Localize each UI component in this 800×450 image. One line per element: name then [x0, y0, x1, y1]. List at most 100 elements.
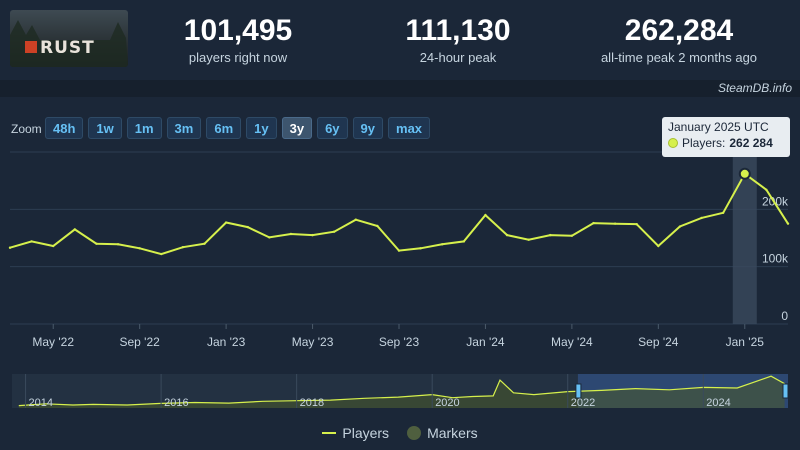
chart-tooltip: January 2025 UTC Players: 262 284 [662, 117, 790, 157]
x-tick-label: May '24 [551, 335, 593, 349]
stat-label: all-time peak 2 months ago [600, 50, 758, 65]
navigator-area [18, 376, 785, 408]
data-point [95, 242, 98, 245]
data-point [268, 236, 271, 239]
peak-point-marker[interactable] [738, 167, 751, 180]
stat-label: players right now [188, 50, 288, 65]
x-tick-label: Sep '24 [638, 335, 679, 349]
stat-value: 262,284 [624, 14, 734, 47]
zoom-button-6y[interactable]: 6y [317, 117, 348, 139]
data-point [549, 233, 552, 237]
tooltip-series-label: Players: [682, 136, 726, 150]
data-point [678, 225, 682, 228]
legend-markers[interactable]: Markers [407, 425, 478, 441]
navigator-tick-label: 2014 [29, 397, 53, 409]
data-point [635, 223, 638, 226]
data-point [8, 246, 12, 249]
data-point [138, 247, 141, 250]
y-tick-label: 0 [781, 309, 788, 323]
data-point [73, 228, 77, 231]
data-point [592, 221, 595, 225]
x-tick-label: Jan '24 [466, 335, 505, 349]
stat-value: 101,495 [183, 14, 293, 47]
main-chart[interactable]: 0 100k 200k May '22 Sep '22 Jan '23 May '23 Sep… [0, 97, 800, 442]
tooltip-value: 262 284 [729, 136, 773, 150]
data-point [246, 225, 249, 229]
zoom-button-3y[interactable]: 3y [281, 117, 313, 139]
hover-band [732, 140, 757, 324]
navigator-handle[interactable] [575, 383, 582, 399]
data-point [765, 188, 768, 192]
x-tick-label: May '22 [32, 335, 74, 349]
navigator-handle[interactable] [782, 383, 789, 399]
data-point [441, 243, 444, 246]
zoom-label: Zoom [11, 122, 42, 136]
data-point [224, 221, 228, 224]
chart-legend: Players Markers [0, 425, 800, 441]
stats-header: RUST 101,495 players right now 111,130 2… [0, 0, 800, 80]
zoom-button-48h[interactable]: 48h [45, 117, 84, 139]
data-point [30, 240, 33, 243]
marker-swatch-icon [407, 426, 422, 440]
data-point [462, 240, 466, 243]
game-thumbnail[interactable]: RUST [10, 10, 128, 67]
data-point [289, 232, 293, 236]
data-point [181, 245, 185, 249]
x-tick-label: Jan '25 [726, 335, 765, 349]
navigator-tick-label: 2016 [164, 397, 188, 409]
tree-silhouette-icon [10, 20, 128, 67]
legend-markers-label: Markers [427, 425, 478, 441]
zoom-button-6m[interactable]: 6m [206, 117, 242, 139]
data-point [52, 244, 55, 248]
x-tick-label: Sep '23 [379, 335, 420, 349]
zoom-button-9y[interactable]: 9y [352, 117, 384, 139]
zoom-button-1m[interactable]: 1m [126, 117, 162, 139]
data-point [332, 230, 336, 233]
navigator-tick-label: 2024 [706, 397, 730, 409]
legend-players[interactable]: Players [322, 425, 389, 441]
credit-strip: SteamDB.info [0, 80, 800, 97]
stat-all-time-peak: 262,284 all-time peak 2 months ago [584, 14, 774, 65]
data-point [570, 234, 574, 237]
data-point [376, 224, 379, 228]
stat-current-players: 101,495 players right now [168, 14, 308, 65]
data-point [721, 211, 725, 214]
rust-logo-mark-icon [25, 41, 37, 53]
x-tick-label: May '23 [292, 335, 334, 349]
tooltip-title: January 2025 UTC [668, 120, 769, 134]
steamdb-credit-link[interactable]: SteamDB.info [717, 81, 792, 95]
data-point [700, 216, 703, 220]
navigator-line [18, 375, 785, 407]
navigator-tick-label: 2018 [300, 397, 324, 409]
zoom-button-1w[interactable]: 1w [88, 117, 122, 139]
navigator-tick-label: 2022 [571, 397, 595, 409]
navigator-chart[interactable]: 2014 2016 2018 2020 2022 2024 [0, 370, 800, 415]
zoom-button-3m[interactable]: 3m [166, 117, 202, 139]
data-point [116, 243, 120, 246]
data-point [613, 222, 617, 225]
data-point [786, 222, 790, 225]
zoom-button-group: 48h 1w 1m 3m 6m 1y 3y 6y 9y max [45, 117, 431, 139]
stat-label: 24-hour peak [419, 50, 497, 65]
data-point [657, 244, 660, 248]
x-tick-label: Jan '23 [207, 335, 246, 349]
stat-value: 111,130 [405, 14, 511, 47]
data-point [354, 218, 357, 221]
data-point [527, 238, 530, 241]
legend-players-label: Players [342, 425, 390, 441]
game-logo: RUST [40, 38, 95, 58]
zoom-button-1y[interactable]: 1y [246, 117, 277, 139]
zoom-button-max[interactable]: max [388, 117, 431, 139]
data-point [397, 249, 401, 252]
line-swatch-icon [322, 432, 337, 434]
y-tick-label: 200k [762, 194, 789, 208]
data-point [419, 247, 422, 250]
y-tick-label: 100k [762, 252, 789, 266]
navigator-tick-label: 2020 [435, 397, 459, 409]
x-tick-label: Sep '22 [120, 335, 161, 349]
players-series-line[interactable] [9, 172, 789, 256]
data-point [160, 252, 163, 256]
data-point [203, 242, 206, 245]
data-point [505, 233, 509, 237]
stat-24h-peak: 111,130 24-hour peak [388, 14, 528, 65]
